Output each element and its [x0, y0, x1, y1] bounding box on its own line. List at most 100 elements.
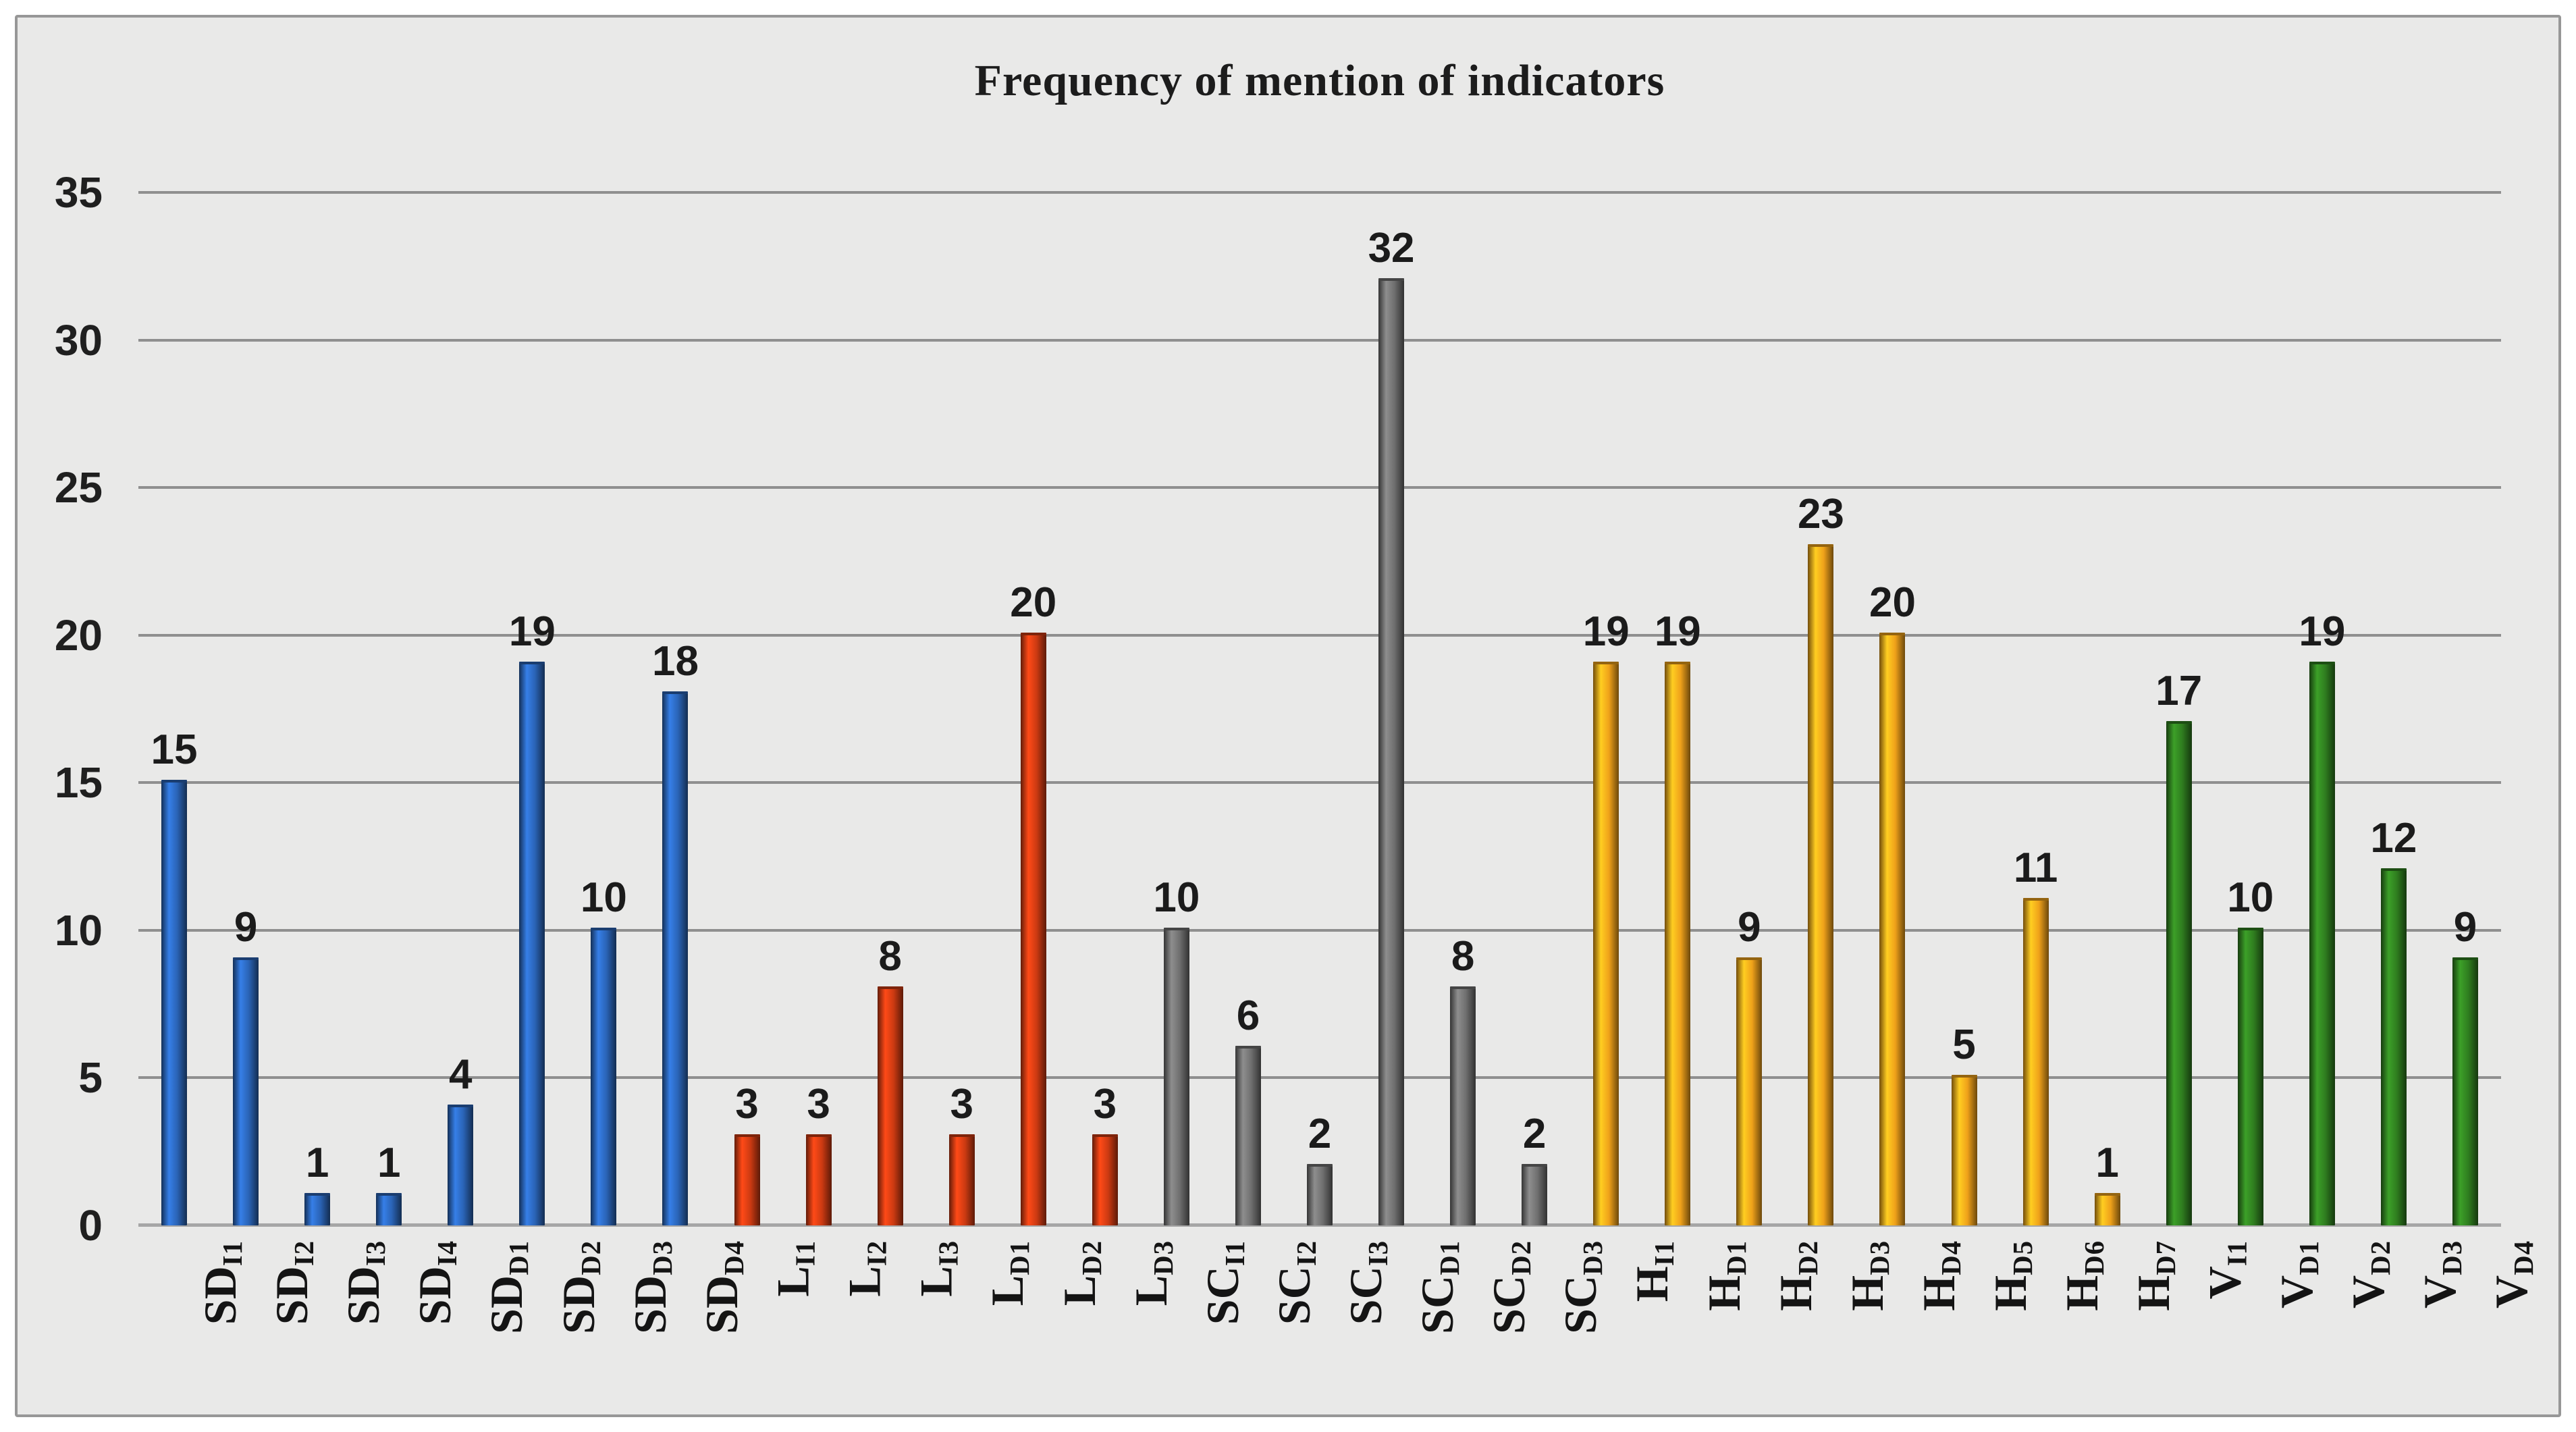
x-tick-label-VD3: VD3	[2413, 1240, 2467, 1308]
chart-title: Frequency of mention of indicators	[974, 56, 1665, 105]
bar-HD5	[1951, 1075, 1977, 1225]
x-tick-label-LI1: LI1	[767, 1240, 821, 1297]
x-tick-label-SDI4: SDI4	[409, 1240, 463, 1325]
value-label-HD5: 5	[1952, 1022, 1976, 1069]
bar-SCI2	[1235, 1045, 1261, 1225]
bar-VD4	[2452, 957, 2478, 1225]
gridline-20	[138, 633, 2501, 637]
value-label-VI1: 17	[2155, 667, 2203, 714]
x-tick-label-HD6: HD6	[2056, 1240, 2110, 1311]
gridline-10	[138, 928, 2501, 932]
bar-LD1	[948, 1134, 975, 1225]
bar-SCD3	[1522, 1163, 1548, 1225]
bar-SCI3	[1307, 1163, 1333, 1225]
y-tick-label-0: 0	[78, 1201, 103, 1250]
x-tick-label-SCD1: SCD1	[1412, 1240, 1466, 1334]
x-tick-label-LD2: LD2	[1053, 1240, 1107, 1306]
value-label-HD1: 19	[1654, 608, 1701, 656]
gridline-5	[138, 1076, 2501, 1080]
bar-SCD1	[1378, 278, 1405, 1225]
x-tick-label-SDD1: SDD1	[481, 1240, 535, 1334]
value-label-LI1: 3	[735, 1080, 759, 1128]
bar-HD7	[2094, 1193, 2120, 1225]
bar-SDD2	[519, 662, 545, 1225]
gridline-15	[138, 781, 2501, 785]
bar-HI1	[1593, 662, 1619, 1225]
value-label-SDD4: 18	[651, 638, 699, 685]
x-axis: SDI1 SDI2 SDI3 SDI4 SDD1 SDD2 SDD3 SDD4 LI1 LI2 LI…	[138, 1240, 2539, 1414]
bar-SDI3	[304, 1193, 331, 1225]
bar-VD1	[2237, 927, 2263, 1225]
bar-LD3	[1092, 1134, 1118, 1225]
bar-HD4	[1879, 632, 1906, 1225]
y-axis: 0 5 10 15 20 25 30 35	[18, 171, 119, 1247]
x-tick-label-HD2: HD2	[1769, 1240, 1823, 1311]
x-tick-label-SCD2: SCD2	[1483, 1240, 1537, 1334]
value-label-VD2: 19	[2299, 608, 2346, 656]
value-label-SCD1: 32	[1368, 225, 1415, 272]
x-tick-label-SDI2: SDI2	[266, 1240, 320, 1325]
bar-SDD4	[662, 691, 689, 1225]
x-tick-label-HD3: HD3	[1841, 1240, 1895, 1311]
value-label-VD1: 10	[2227, 874, 2274, 921]
value-label-LD1: 3	[950, 1080, 973, 1128]
x-tick-label-SCI2: SCI2	[1268, 1240, 1322, 1325]
gridline-30	[138, 338, 2501, 342]
value-label-HD3: 23	[1797, 490, 1844, 537]
x-tick-label-SCI3: SCI3	[1340, 1240, 1393, 1325]
bar-SDI1	[161, 780, 188, 1225]
x-tick-label-VI1: VI1	[2199, 1240, 2253, 1300]
value-label-LD3: 3	[1093, 1080, 1117, 1128]
gridline-25	[138, 486, 2501, 489]
value-label-SCI2: 6	[1236, 992, 1260, 1039]
value-label-HI1: 19	[1582, 608, 1630, 656]
bar-VD3	[2380, 868, 2407, 1225]
value-label-LI2: 3	[807, 1080, 830, 1128]
value-label-SCI3: 2	[1308, 1110, 1332, 1157]
x-tick-label-VD2: VD2	[2342, 1240, 2396, 1308]
x-tick-label-HD4: HD4	[1912, 1240, 1966, 1311]
x-tick-label-VD4: VD4	[2485, 1240, 2539, 1308]
x-tick-label-HD5: HD5	[1984, 1240, 2038, 1311]
y-tick-label-15: 15	[54, 758, 103, 807]
value-label-HD2: 9	[1738, 903, 1761, 951]
value-label-SCI1: 10	[1153, 874, 1200, 921]
x-tick-label-SDI3: SDI3	[338, 1240, 392, 1325]
bar-SDI2	[233, 957, 259, 1225]
value-label-HD7: 1	[2095, 1140, 2119, 1187]
x-tick-label-HD7: HD7	[2127, 1240, 2181, 1311]
x-tick-label-SDI1: SDI1	[194, 1240, 248, 1325]
bar-HD6	[2022, 898, 2049, 1225]
bar-VI1	[2166, 720, 2192, 1225]
y-tick-label-30: 30	[54, 315, 103, 365]
y-tick-label-20: 20	[54, 610, 103, 660]
value-label-SDI1: 15	[151, 726, 198, 774]
value-label-SDI3: 1	[305, 1140, 329, 1187]
bar-VD2	[2309, 662, 2335, 1225]
bar-LI3	[877, 986, 903, 1225]
y-tick-label-5: 5	[78, 1053, 103, 1103]
x-tick-label-LD1: LD1	[982, 1240, 1036, 1306]
x-tick-label-LI2: LI2	[838, 1240, 892, 1297]
value-label-SCD3: 2	[1522, 1110, 1547, 1157]
value-label-LI3: 8	[878, 933, 902, 980]
x-tick-label-SDD4: SDD4	[695, 1240, 749, 1334]
x-tick-label-SDD2: SDD2	[552, 1240, 606, 1334]
value-label-LD2: 20	[1010, 579, 1057, 626]
bar-SDD1	[448, 1105, 474, 1225]
chart-frame: Frequency of mention of indicators 0 5 10 1…	[15, 15, 2561, 1417]
value-label-SDD1: 4	[449, 1051, 473, 1098]
y-tick-label-35: 35	[54, 168, 103, 217]
value-label-SDD2: 19	[508, 608, 556, 656]
x-tick-label-SDD3: SDD3	[624, 1240, 678, 1334]
plot-area: 15 9 1 1 4 19 10 18 3 3 8 3 20 3 10 6 2 32 8 2 19 19 9 23 20 5 11 1…	[138, 191, 2501, 1227]
bar-SCI1	[1163, 927, 1189, 1225]
value-label-HD4: 20	[1869, 579, 1916, 626]
bar-LI2	[805, 1134, 832, 1225]
x-tick-label-LD3: LD3	[1125, 1240, 1179, 1306]
bar-HD1	[1665, 662, 1691, 1225]
value-label-HD6: 11	[2013, 845, 2058, 892]
y-tick-label-10: 10	[54, 905, 103, 955]
y-tick-label-25: 25	[54, 463, 103, 512]
